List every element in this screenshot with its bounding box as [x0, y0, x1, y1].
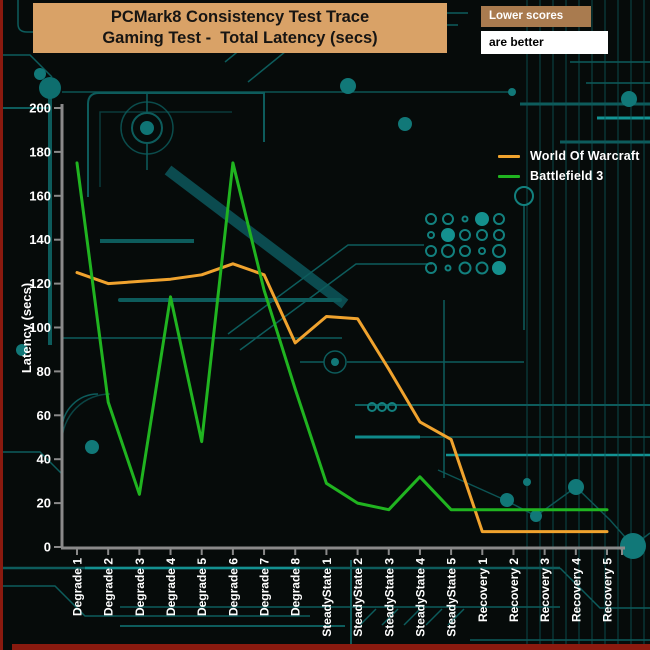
- x-axis-label: SteadyState 3: [382, 558, 396, 637]
- x-axis-label: Recovery 4: [569, 558, 583, 622]
- circuit-target: [120, 101, 347, 374]
- legend-line-swatch-green: [498, 174, 520, 178]
- y-tick-label: 140: [29, 232, 51, 247]
- x-axis-label: Recovery 1: [476, 558, 490, 622]
- x-axis-label: Degrade 8: [289, 558, 303, 616]
- series-line-battlefield-3: [75, 161, 609, 512]
- y-tick-label: 160: [29, 188, 51, 203]
- x-axis-label: Degrade 6: [226, 558, 240, 616]
- x-axis-label: Degrade 1: [71, 558, 85, 616]
- x-axis-label: Recovery 3: [538, 558, 552, 622]
- y-tick-label: 40: [37, 452, 51, 467]
- circuit-node-dots: [16, 68, 646, 559]
- x-axis-label: Recovery 5: [601, 558, 615, 622]
- x-axis-label: SteadyState 4: [413, 558, 427, 637]
- title-line-1: PCMark8 Consistency Test Trace: [110, 7, 370, 26]
- series-line-world-of-warcraft: [75, 262, 609, 534]
- note-lower-scores: Lower scores: [481, 6, 591, 27]
- y-tick-label: 120: [29, 276, 51, 291]
- x-axis-label: Degrade 5: [195, 558, 209, 616]
- chart-legend: World Of Warcraft Battlefield 3: [498, 146, 640, 186]
- circuit-dot-grid: [367, 186, 534, 412]
- x-axis-label: Degrade 4: [164, 558, 178, 616]
- y-axis-title: Latency (secs): [19, 283, 34, 373]
- note-are-better: are better: [481, 31, 608, 54]
- x-axis-label: SteadyState 1: [320, 558, 334, 637]
- y-tick-label: 100: [29, 320, 51, 335]
- x-axis-label: Degrade 7: [258, 558, 272, 616]
- y-tick-label: 80: [37, 364, 51, 379]
- x-axis-label: Recovery 2: [507, 558, 521, 622]
- y-tick-label: 180: [29, 144, 51, 159]
- y-tick-label: 0: [44, 540, 51, 555]
- title-line-2: Gaming Test - Total Latency (secs): [102, 29, 378, 47]
- legend-label-battlefield-3: Battlefield 3: [530, 169, 604, 183]
- x-axis-label: Degrade 2: [102, 558, 116, 616]
- legend-item-world-of-warcraft: World Of Warcraft: [498, 146, 640, 166]
- y-tick-label: 20: [37, 496, 51, 511]
- y-tick-label: 200: [29, 101, 51, 116]
- red-border-bottom: [12, 644, 650, 650]
- legend-line-swatch-orange: [498, 154, 520, 158]
- red-border-left: [0, 0, 3, 650]
- x-axis-label: SteadyState 2: [351, 558, 365, 637]
- y-tick-label: 60: [37, 408, 51, 423]
- legend-item-battlefield-3: Battlefield 3: [498, 166, 640, 186]
- x-axis-label: SteadyState 5: [445, 558, 459, 637]
- x-axis-label: Degrade 3: [133, 558, 147, 616]
- chart-title-banner: PCMark8 Consistency Test Trace Gaming Te…: [33, 3, 447, 53]
- legend-label-world-of-warcraft: World Of Warcraft: [530, 149, 640, 163]
